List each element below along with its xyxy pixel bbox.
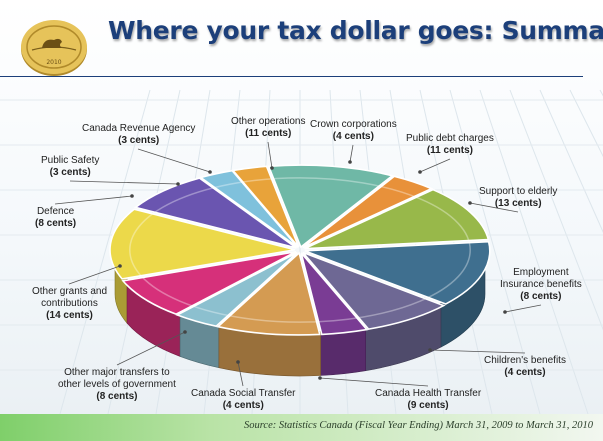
label-value: (13 cents) xyxy=(494,198,542,209)
slice-crown-corporations xyxy=(302,175,434,249)
label-text: Support to elderly xyxy=(479,186,558,197)
leader-dot-children-s-benefits xyxy=(428,348,432,352)
label-text: Canada Revenue Agency xyxy=(82,123,196,134)
leader-line-other-operations xyxy=(267,141,273,169)
leader-dot-employment-insurance-benefits xyxy=(503,310,507,314)
coin-rim-highlight xyxy=(129,177,471,323)
leader-dot-crown-corporations xyxy=(348,160,352,164)
slice-canada-social-transfer xyxy=(175,251,298,328)
label-text: Other operations xyxy=(231,116,306,127)
leader-dot-public-safety xyxy=(176,182,180,186)
leader-line-public-safety xyxy=(69,180,179,185)
footer-bar: Source: Statistics Canada (Fiscal Year E… xyxy=(0,414,603,441)
leader-dot-canada-health-transfer xyxy=(318,376,322,380)
label-value: (11 cents) xyxy=(426,145,473,156)
label-other-grants-and-contributions: Other grants and contributions (14 cents) xyxy=(32,286,107,322)
leader-dot-public-debt-charges xyxy=(418,170,422,174)
label-public-debt-charges: Public debt charges (11 cents) xyxy=(406,133,494,157)
leader-dot-canada-revenue-agency xyxy=(208,170,212,174)
slice-support-to-elderly xyxy=(304,240,491,305)
slice-public-safety xyxy=(199,169,299,248)
label-children-s-benefits: Children's benefits (4 cents) xyxy=(484,355,566,379)
slice-public-debt-charges xyxy=(304,188,490,250)
leader-dot-other-major-transfers-to-other-levels-of-government xyxy=(183,330,187,334)
leader-dot-other-grants-and-contributions xyxy=(118,264,122,268)
label-value: (4 cents) xyxy=(332,131,374,142)
leader-dot-other-operations xyxy=(270,166,274,170)
title-divider xyxy=(0,76,583,77)
label-employment-insurance-benefits: Employment Insurance benefits (8 cents) xyxy=(500,267,582,303)
slice-children-s-benefits xyxy=(300,252,369,336)
label-value: (14 cents) xyxy=(46,310,93,321)
label-value: (4 cents) xyxy=(222,400,264,411)
leader-dot-canada-social-transfer xyxy=(236,360,240,364)
label-value: (4 cents) xyxy=(504,367,546,378)
leader-line-canada-social-transfer xyxy=(237,361,244,387)
label-public-safety: Public Safety (3 cents) xyxy=(41,155,99,179)
label-text: Public Safety xyxy=(41,155,100,166)
label-value: (3 cents) xyxy=(118,135,160,146)
label-canada-revenue-agency: Canada Revenue Agency (3 cents) xyxy=(82,123,195,147)
label-value: (8 cents) xyxy=(96,391,138,402)
loonie-coin-icon: 2010 xyxy=(21,20,87,76)
slice-employment-insurance-benefits xyxy=(302,251,446,330)
coin-year: 2010 xyxy=(46,59,61,66)
leader-line-support-to-elderly xyxy=(469,202,519,213)
leader-line-canada-health-transfer xyxy=(319,377,429,387)
label-value: (8 cents) xyxy=(35,218,77,229)
leader-line-other-major-transfers-to-other-levels-of-government xyxy=(116,331,186,366)
leader-line-other-grants-and-contributions xyxy=(68,265,121,285)
label-defence: Defence (8 cents) xyxy=(35,206,76,230)
leader-line-children-s-benefits xyxy=(429,349,526,354)
label-text: contributions xyxy=(41,298,98,309)
slice-defence xyxy=(133,177,297,249)
label-text: other levels of government xyxy=(58,379,176,390)
label-other-major-transfers-to-other-levels-of-government: Other major transfers to other levels of … xyxy=(58,367,176,403)
label-value: (8 cents) xyxy=(520,291,562,302)
label-text: Defence xyxy=(36,206,75,217)
label-text: Crown corporations xyxy=(310,119,397,130)
label-canada-social-transfer: Canada Social Transfer (4 cents) xyxy=(191,388,296,412)
leader-line-defence xyxy=(54,195,133,205)
leader-dot-support-to-elderly xyxy=(468,201,472,205)
label-value: (9 cents) xyxy=(407,400,449,411)
slice-other-major-transfers-to-other-levels-of-government xyxy=(121,250,297,316)
slice-other-operations xyxy=(267,164,395,249)
label-other-operations: Other operations (11 cents) xyxy=(231,116,306,140)
label-value: (3 cents) xyxy=(49,167,91,178)
label-text: Other grants and xyxy=(32,286,108,297)
slice-canada-health-transfer xyxy=(216,251,321,336)
label-text: Public debt charges xyxy=(406,133,494,144)
leader-dot-defence xyxy=(130,194,134,198)
label-text: Canada Health Transfer xyxy=(375,388,482,399)
leader-line-public-debt-charges xyxy=(419,158,451,173)
label-text: Employment xyxy=(513,267,569,278)
label-canada-health-transfer: Canada Health Transfer (9 cents) xyxy=(375,388,481,412)
leader-line-employment-insurance-benefits xyxy=(504,304,542,313)
label-text: Insurance benefits xyxy=(500,279,582,290)
label-text: Other major transfers to xyxy=(64,367,170,378)
source-note: Source: Statistics Canada (Fiscal Year E… xyxy=(243,420,593,431)
label-text: Children's benefits xyxy=(484,355,566,366)
slice-canada-revenue-agency xyxy=(231,165,300,248)
label-support-to-elderly: Support to elderly (13 cents) xyxy=(479,186,557,210)
leader-line-crown-corporations xyxy=(349,144,354,163)
page-title: Where your tax dollar goes: Summary xyxy=(108,16,603,45)
slice-other-grants-and-contributions xyxy=(109,208,296,280)
label-crown-corporations: Crown corporations (4 cents) xyxy=(310,119,397,143)
label-text: Canada Social Transfer xyxy=(191,388,296,399)
label-value: (11 cents) xyxy=(245,128,292,139)
leader-line-canada-revenue-agency xyxy=(137,148,211,173)
